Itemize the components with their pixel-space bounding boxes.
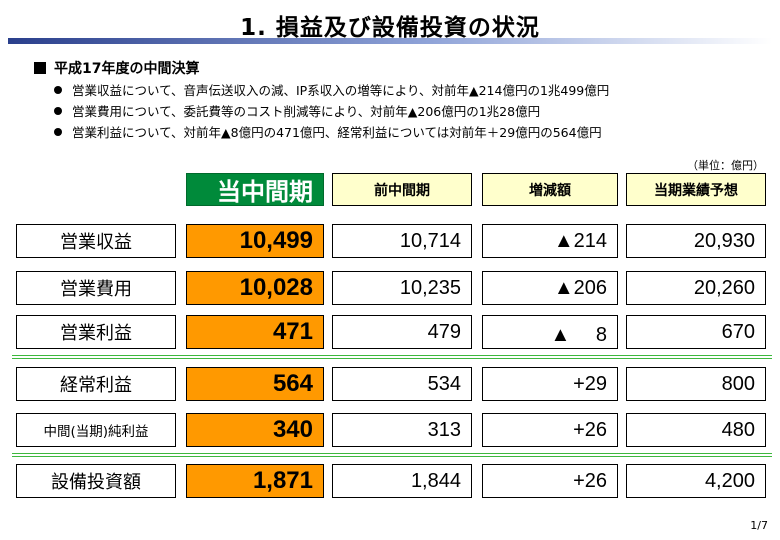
previous-value: 10,235 (332, 271, 472, 305)
previous-value: 10,714 (332, 224, 472, 258)
header-current-interim: 当中間期 (186, 173, 324, 206)
row-label: 中間(当期)純利益 (16, 413, 176, 447)
separator-line (12, 355, 772, 359)
forecast-value: 800 (626, 367, 766, 401)
unit-note: （単位：億円） (687, 159, 764, 172)
bullet-text: 営業利益について、対前年▲8億円の471億円、経常利益については対前年＋29億円… (72, 125, 602, 140)
change-value: ▲214 (482, 224, 618, 258)
table-row-capex: 設備投資額 1,871 1,844 +26 4,200 (0, 464, 780, 498)
section-heading: 平成17年度の中間決算 (34, 58, 199, 78)
row-label: 営業費用 (16, 271, 176, 305)
bullet-item: 営業利益について、対前年▲8億円の471億円、経常利益については対前年＋29億円… (54, 122, 609, 143)
title-underline (8, 38, 772, 44)
row-label: 営業収益 (16, 224, 176, 258)
change-value: ▲ 8 (482, 315, 618, 349)
current-value: 10,499 (186, 224, 324, 258)
table-row-net-income: 中間(当期)純利益 340 313 +26 480 (0, 413, 780, 447)
forecast-value: 480 (626, 413, 766, 447)
row-label: 営業利益 (16, 315, 176, 349)
bullet-dot-icon (54, 128, 62, 136)
forecast-value: 20,260 (626, 271, 766, 305)
page-title: 1. 損益及び設備投資の状況 (240, 15, 540, 41)
previous-value: 479 (332, 315, 472, 349)
current-value: 340 (186, 413, 324, 447)
bullet-item: 営業収益について、音声伝送収入の減、IP系収入の増等により、対前年▲214億円の… (54, 80, 609, 101)
bullet-text: 営業費用について、委託費等のコスト削減等により、対前年▲206億円の1兆28億円 (72, 104, 541, 119)
table-row-operating-revenue: 営業収益 10,499 10,714 ▲214 20,930 (0, 224, 780, 258)
table-row-operating-income: 営業利益 471 479 ▲ 8 670 (0, 315, 780, 349)
forecast-value: 670 (626, 315, 766, 349)
bullet-item: 営業費用について、委託費等のコスト削減等により、対前年▲206億円の1兆28億円 (54, 101, 609, 122)
current-value: 564 (186, 367, 324, 401)
change-value: +26 (482, 413, 618, 447)
page-number: 1/7 (750, 519, 768, 532)
forecast-value: 4,200 (626, 464, 766, 498)
bullet-dot-icon (54, 86, 62, 94)
change-value: ▲206 (482, 271, 618, 305)
table-row-ordinary-income: 経常利益 564 534 +29 800 (0, 367, 780, 401)
square-bullet-icon (34, 62, 46, 74)
current-value: 1,871 (186, 464, 324, 498)
section-heading-text: 平成17年度の中間決算 (54, 61, 200, 77)
bullet-text: 営業収益について、音声伝送収入の減、IP系収入の増等により、対前年▲214億円の… (72, 83, 610, 98)
header-previous-interim: 前中間期 (332, 173, 472, 206)
row-label: 経常利益 (16, 367, 176, 401)
forecast-value: 20,930 (626, 224, 766, 258)
current-value: 471 (186, 315, 324, 349)
bullet-list: 営業収益について、音声伝送収入の減、IP系収入の増等により、対前年▲214億円の… (54, 80, 609, 143)
current-value: 10,028 (186, 271, 324, 305)
separator-line (12, 453, 772, 457)
previous-value: 1,844 (332, 464, 472, 498)
bullet-dot-icon (54, 107, 62, 115)
table-row-operating-expenses: 営業費用 10,028 10,235 ▲206 20,260 (0, 271, 780, 305)
previous-value: 534 (332, 367, 472, 401)
header-change: 増減額 (482, 173, 618, 206)
row-label: 設備投資額 (16, 464, 176, 498)
change-value: +29 (482, 367, 618, 401)
header-forecast: 当期業績予想 (626, 173, 766, 206)
change-value: +26 (482, 464, 618, 498)
previous-value: 313 (332, 413, 472, 447)
